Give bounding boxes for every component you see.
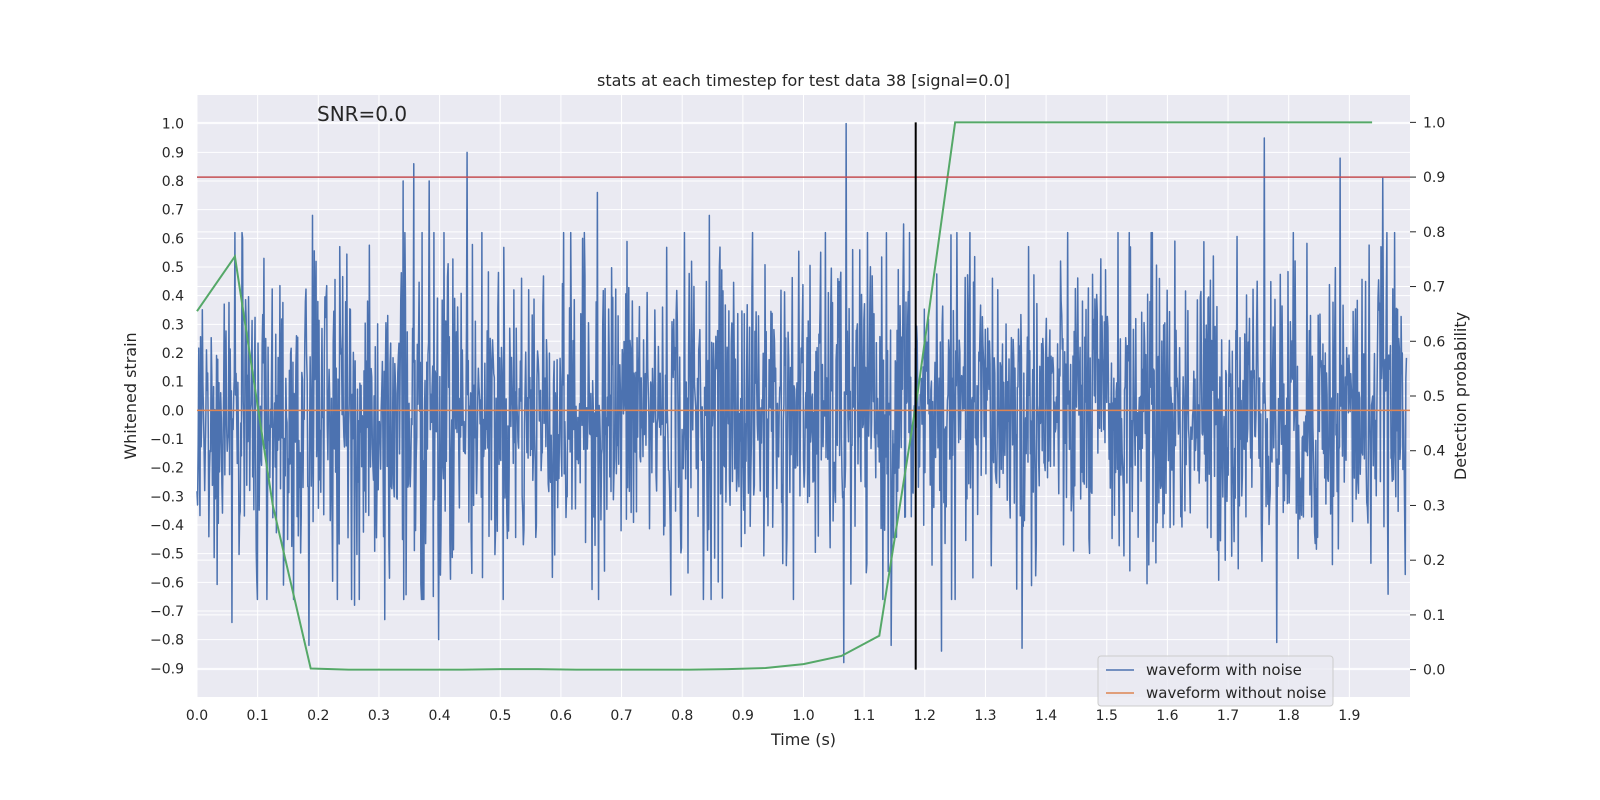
chart-title: stats at each timestep for test data 38 …	[597, 71, 1010, 90]
x-tick-label: 0.5	[489, 708, 511, 724]
x-tick-label: 1.0	[792, 708, 814, 724]
y-tick-label: 0.9	[162, 145, 184, 161]
series-waveform-with-noise	[196, 122, 1408, 664]
y-tick-label: −0.9	[150, 661, 184, 677]
y-tick-label: 0.7	[162, 203, 184, 219]
y-tick-label: −0.5	[150, 547, 184, 563]
x-tick-label: 0.1	[247, 708, 269, 724]
y-tick-label: −0.6	[150, 575, 184, 591]
y-axis-right-label: Detection probability	[1451, 312, 1470, 480]
x-tick-label: 0.7	[610, 708, 632, 724]
y-tick-label: −0.1	[150, 432, 184, 448]
x-tick-label: 1.4	[1035, 708, 1057, 724]
x-tick-label: 1.6	[1156, 708, 1178, 724]
y-right-tick-label: 0.5	[1423, 389, 1445, 405]
y-tick-label: 0.1	[162, 375, 184, 391]
x-tick-label: 1.3	[974, 708, 996, 724]
legend-label: waveform with noise	[1146, 661, 1302, 679]
x-tick-label: 0.8	[671, 708, 693, 724]
y-right-tick-label: 1.0	[1423, 115, 1445, 131]
y-axis-ticks-left: 1.0 0.9 0.8 0.7 0.6 0.5 0.4 0.3 0.2 0.1 0.0 −0.1 −0.…	[150, 117, 184, 678]
y-tick-label: 0.6	[162, 231, 184, 247]
y-right-tick-label: 0.6	[1423, 334, 1445, 350]
legend-label: waveform without noise	[1146, 684, 1326, 702]
y-tick-label: 1.0	[162, 117, 184, 133]
y-tick-label: 0.3	[162, 317, 184, 333]
y-tick-label: −0.2	[150, 461, 184, 477]
x-tick-label: 0.9	[732, 708, 754, 724]
series-layer	[196, 121, 1410, 671]
y-right-tick-label: 0.9	[1423, 170, 1445, 186]
y-tick-label: −0.8	[150, 633, 184, 649]
y-axis-ticks-right: 1.0 0.9 0.8 0.7 0.6 0.5 0.4 0.3 0.2 0.1 0.0	[1410, 115, 1445, 679]
y-tick-label: −0.4	[150, 518, 184, 534]
y-right-tick-label: 0.3	[1423, 498, 1445, 514]
legend: waveform with noise waveform without nois…	[1097, 655, 1334, 707]
y-tick-label: 0.8	[162, 174, 184, 190]
y-tick-label: 0.2	[162, 346, 184, 362]
y-tick-label: 0.4	[162, 289, 184, 305]
x-tick-label: 1.5	[1096, 708, 1118, 724]
x-tick-label: 0.4	[428, 708, 450, 724]
y-tick-label: −0.7	[150, 604, 184, 620]
y-right-tick-label: 0.8	[1423, 225, 1445, 241]
snr-annotation: SNR=0.0	[317, 102, 407, 126]
x-tick-label: 0.0	[186, 708, 208, 724]
x-tick-label: 1.7	[1217, 708, 1239, 724]
x-tick-label: 1.9	[1338, 708, 1360, 724]
y-tick-label: 0.0	[162, 403, 184, 419]
series-detection-probability	[196, 121, 1373, 671]
x-tick-label: 0.6	[550, 708, 572, 724]
y-right-tick-label: 0.7	[1423, 280, 1445, 296]
legend-frame	[1097, 655, 1334, 707]
y-right-tick-label: 0.2	[1423, 553, 1445, 569]
y-tick-label: −0.3	[150, 489, 184, 505]
x-tick-label: 1.1	[853, 708, 875, 724]
x-tick-label: 1.8	[1278, 708, 1300, 724]
y-right-tick-label: 0.1	[1423, 608, 1445, 624]
y-right-tick-label: 0.4	[1423, 444, 1445, 460]
x-axis-ticks: 0.0 0.1 0.2 0.3 0.4 0.5 0.6 0.7 0.8 0.9 1.0 1.1 1.2 1…	[186, 708, 1361, 724]
y-tick-label: 0.5	[162, 260, 184, 276]
x-tick-label: 0.3	[368, 708, 390, 724]
y-right-tick-label: 0.0	[1423, 663, 1445, 679]
y-axis-label: Whitened strain	[121, 332, 140, 459]
x-tick-label: 1.2	[914, 708, 936, 724]
x-axis-label: Time (s)	[770, 730, 836, 749]
x-tick-label: 0.2	[307, 708, 329, 724]
